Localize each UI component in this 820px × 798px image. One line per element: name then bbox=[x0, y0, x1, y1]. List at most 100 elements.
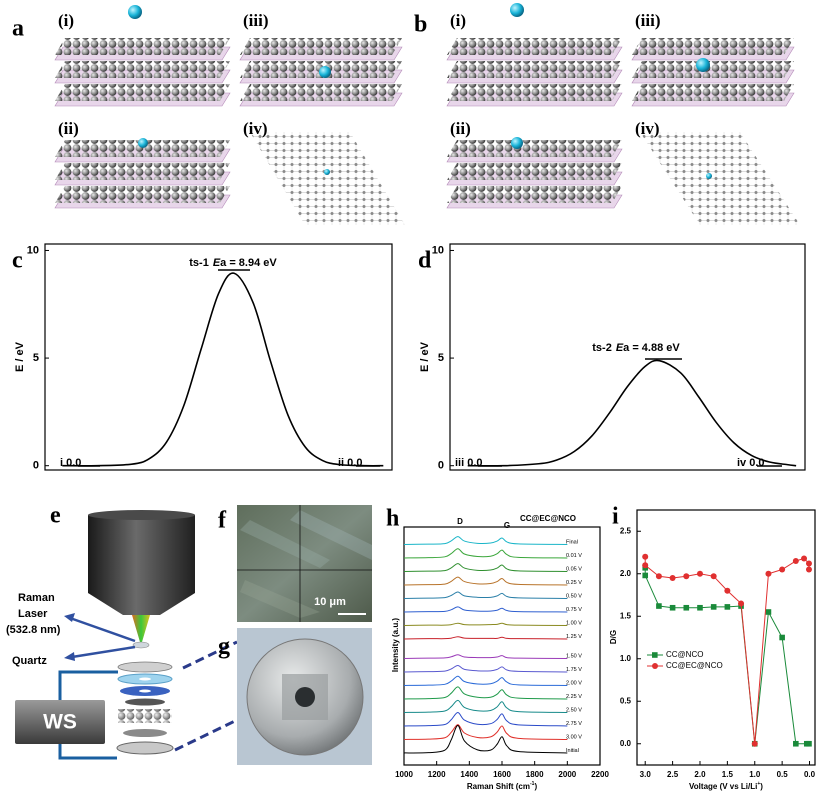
ion bbox=[324, 169, 330, 175]
y-tick-label: 0 bbox=[438, 460, 444, 472]
marker bbox=[792, 558, 799, 564]
x-tick-label: 2000 bbox=[558, 770, 576, 779]
trace-label: 0.01 V bbox=[566, 553, 582, 559]
laser-beam bbox=[132, 615, 150, 642]
lattice bbox=[250, 132, 405, 225]
panel-label: c bbox=[12, 248, 23, 274]
annotation-part: a = 8.94 eV bbox=[220, 257, 277, 269]
atom-layer bbox=[447, 38, 622, 55]
plot-frame bbox=[636, 509, 816, 766]
x-axis-label-part: ) bbox=[760, 782, 763, 791]
annotation: D bbox=[457, 517, 463, 526]
cell-part bbox=[139, 689, 151, 693]
trace-label: 1.00 V bbox=[566, 620, 582, 626]
x-tick-label: 2200 bbox=[591, 770, 609, 779]
y-tick-label: 10 bbox=[27, 244, 39, 256]
cell-part bbox=[117, 661, 173, 673]
marker bbox=[669, 575, 676, 581]
legend-marker bbox=[652, 663, 658, 669]
legend-label: CC@EC@NCO bbox=[666, 661, 723, 670]
wire bbox=[58, 670, 118, 700]
sub-label: (iii) bbox=[243, 11, 269, 30]
plot-frame bbox=[403, 526, 601, 766]
data-line bbox=[403, 724, 568, 740]
laser-label: Laser bbox=[18, 608, 48, 620]
data-line bbox=[403, 675, 568, 686]
trace-label: Initial bbox=[566, 748, 579, 754]
ion bbox=[510, 3, 524, 17]
marker bbox=[751, 740, 758, 747]
panel-label: e bbox=[50, 503, 61, 529]
x-axis-label: Raman Shift (cm-1) bbox=[467, 781, 538, 791]
data-line bbox=[403, 576, 568, 586]
marker bbox=[793, 740, 799, 747]
atom-layer bbox=[447, 140, 622, 157]
atom-layer bbox=[55, 61, 230, 78]
data-line bbox=[403, 665, 568, 673]
x-tick-label: 1.0 bbox=[749, 770, 761, 779]
legend-label: CC@NCO bbox=[666, 650, 703, 659]
marker bbox=[710, 573, 717, 580]
laser-label: (532.8 nm) bbox=[6, 624, 61, 636]
annotation-part: E bbox=[213, 257, 221, 269]
x-axis-label-part: ) bbox=[534, 782, 537, 791]
x-axis-label-part: Voltage (V vs Li/Li bbox=[689, 782, 757, 791]
trace-label: 0.75 V bbox=[566, 607, 582, 613]
x-tick-label: 0.5 bbox=[777, 770, 789, 779]
data-line bbox=[403, 654, 568, 659]
marker bbox=[765, 609, 772, 615]
ion bbox=[696, 58, 710, 72]
marker bbox=[642, 553, 649, 560]
data-line bbox=[403, 606, 568, 613]
marker bbox=[642, 562, 649, 569]
streak bbox=[240, 520, 330, 568]
panel-label: h bbox=[386, 506, 399, 532]
sub-label: (iii) bbox=[635, 11, 661, 30]
atom-layer bbox=[55, 140, 230, 157]
legend-marker bbox=[652, 652, 658, 658]
quartz-label: Quartz bbox=[12, 655, 47, 667]
data-line bbox=[403, 548, 568, 559]
y-axis-label: E / eV bbox=[14, 341, 26, 372]
marker bbox=[724, 587, 731, 594]
lattice bbox=[640, 132, 800, 225]
marker bbox=[779, 634, 785, 641]
panel-label: a bbox=[12, 16, 24, 42]
data-line bbox=[403, 563, 568, 572]
data-line bbox=[403, 622, 568, 626]
x-tick-label: 2.0 bbox=[694, 770, 706, 779]
arrow bbox=[71, 645, 136, 659]
x-tick-label: 1.5 bbox=[722, 770, 734, 779]
marker bbox=[697, 604, 703, 611]
arrow-head bbox=[64, 652, 75, 661]
panel-label: g bbox=[218, 634, 230, 660]
atom-layer bbox=[240, 84, 402, 101]
trace-label: 2.75 V bbox=[566, 721, 582, 727]
data-line bbox=[403, 636, 568, 640]
cell-part bbox=[116, 741, 174, 755]
panel-label: b bbox=[414, 12, 427, 38]
y-tick-label: 5 bbox=[33, 352, 39, 364]
x-tick-label: 1200 bbox=[428, 770, 446, 779]
atom-layer bbox=[55, 84, 230, 101]
data-line bbox=[403, 686, 568, 700]
marker bbox=[656, 603, 662, 609]
trace-label: 1.25 V bbox=[566, 634, 582, 640]
x-tick-label: 3.0 bbox=[640, 770, 652, 779]
trace-label: 2.50 V bbox=[566, 707, 582, 713]
micrograph bbox=[237, 505, 372, 622]
atom-layer bbox=[447, 186, 622, 203]
atom-layer bbox=[447, 84, 622, 101]
marker bbox=[642, 572, 649, 579]
arrow-head bbox=[64, 613, 75, 622]
marker bbox=[655, 573, 662, 580]
data-line bbox=[62, 272, 384, 467]
y-tick-label: 10 bbox=[432, 244, 444, 256]
atom-layer bbox=[632, 38, 794, 55]
y-tick-label: 0.5 bbox=[620, 696, 632, 705]
data-line bbox=[403, 699, 568, 713]
trace-label: Final bbox=[566, 539, 578, 545]
marker bbox=[806, 740, 812, 747]
atom-layer bbox=[632, 84, 794, 101]
